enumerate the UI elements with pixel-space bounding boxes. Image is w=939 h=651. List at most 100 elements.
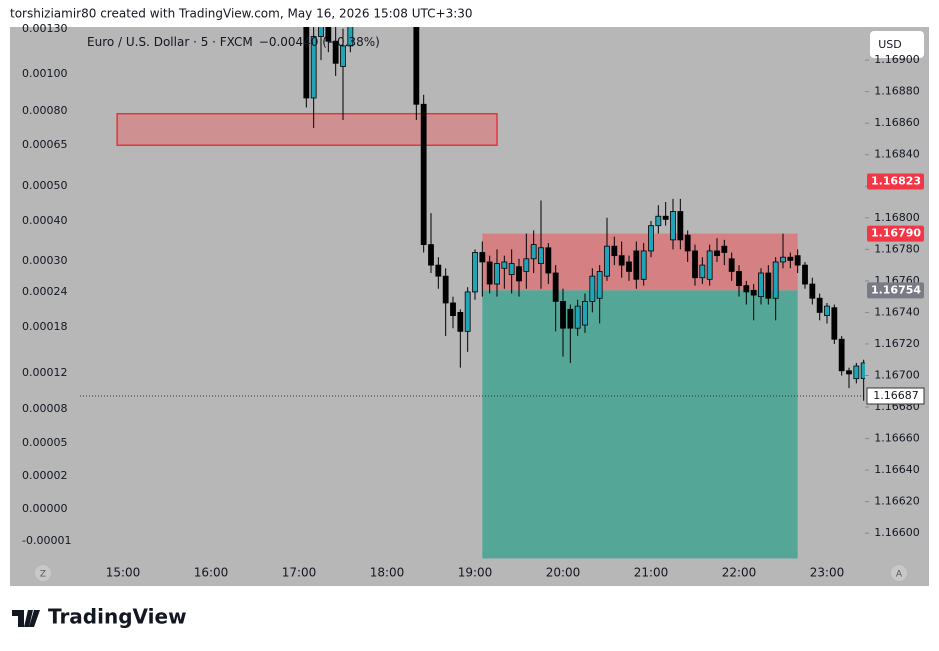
candle-body [626, 261, 632, 272]
candle-body [831, 307, 838, 340]
candle-body [582, 300, 588, 326]
candle-body [303, 27, 310, 99]
candle-body [728, 258, 735, 272]
price-label: 1.16754 [871, 283, 921, 296]
scale-button[interactable] [35, 565, 51, 581]
candle-body [838, 338, 845, 372]
scale-button-label[interactable]: A [896, 570, 903, 580]
candle-body [736, 271, 742, 287]
y-tick-label: 1.16900 [874, 53, 920, 66]
price-label-box [867, 225, 924, 242]
plot [80, 27, 865, 559]
candle-body [809, 283, 816, 299]
candle-body [523, 258, 530, 272]
attribution: torshiziamir80 created with TradingView.… [10, 7, 473, 21]
candle-body [530, 244, 537, 260]
candle-body [545, 247, 552, 274]
candle-body [428, 244, 434, 266]
candle-body [457, 312, 464, 332]
candle-body [486, 261, 493, 285]
candle-body [347, 27, 354, 47]
price-label: 1.16823 [871, 175, 921, 188]
left-axis-label: 0.00130 [22, 22, 68, 35]
y-tick-label: 1.16700 [874, 369, 920, 382]
left-axis-label: 0.00000 [22, 502, 68, 515]
candle-body [332, 40, 339, 64]
candle-body [640, 250, 647, 280]
candle-body [494, 263, 500, 285]
scale-button-label[interactable]: Z [40, 570, 46, 580]
x-tick-label: 23:00 [810, 566, 845, 580]
left-axis-label: -0.00001 [22, 534, 71, 547]
candle-body [846, 370, 852, 375]
candle-body [765, 272, 772, 299]
left-axis-label: 0.00030 [22, 254, 68, 267]
candle-body [787, 256, 794, 261]
left-axis-label: 0.00024 [22, 285, 68, 298]
candle-body [464, 291, 471, 332]
price-label: 1.16790 [871, 227, 921, 240]
y-tick-label: 1.16880 [874, 85, 920, 98]
last-price-box [866, 387, 925, 405]
candle-body [611, 245, 618, 257]
candle-body [340, 45, 346, 67]
y-tick-label: 1.16840 [874, 148, 920, 161]
candle-body [318, 27, 324, 37]
y-tick-label: 1.16780 [874, 242, 920, 255]
left-axis-label: 0.00012 [22, 366, 68, 379]
y-tick-label: 1.16860 [874, 116, 920, 129]
y-tick-label: 1.16740 [874, 305, 920, 318]
change: −0.00440 (−0.38%) [259, 35, 380, 49]
candle-body [670, 211, 676, 241]
y-tick-label: 1.16660 [874, 432, 920, 445]
price-label-box [867, 173, 924, 190]
candle-body [714, 250, 720, 257]
left-axis-label: 0.00005 [22, 436, 68, 449]
left-axis-label: 0.00065 [22, 138, 68, 151]
candle-body [802, 264, 808, 285]
currency-label[interactable]: USD [878, 38, 902, 51]
candle-body [310, 36, 317, 99]
candle-body [780, 256, 786, 263]
left-axis-label: 0.00040 [22, 214, 68, 227]
target-zone [482, 290, 798, 559]
stop-zone [482, 233, 798, 291]
candle-body [450, 302, 456, 316]
last-price-label: 1.16687 [873, 389, 919, 402]
y-tick-label: 1.16640 [874, 463, 920, 476]
candle-body [604, 245, 610, 277]
candle-body [472, 252, 478, 293]
currency-button[interactable] [870, 31, 924, 58]
left-axis-label: 0.00080 [22, 104, 68, 117]
candle-body [516, 266, 522, 282]
y-tick-label: 1.16800 [874, 211, 920, 224]
y-tick-label: 1.16600 [874, 526, 920, 539]
candle-body [420, 103, 427, 246]
candle-body [413, 27, 420, 105]
y-tick-label: 1.16720 [874, 337, 920, 350]
candle-body [501, 261, 508, 269]
x-tick-label: 20:00 [546, 566, 581, 580]
candle-body [692, 250, 698, 279]
x-tick-label: 17:00 [282, 566, 317, 580]
candle-body [699, 264, 706, 279]
candle-body [721, 245, 728, 253]
left-axis-label: 0.00002 [22, 469, 68, 482]
x-tick-label: 19:00 [458, 566, 493, 580]
candle-body [618, 255, 625, 266]
symbol-legend: Euro / U.S. Dollar · 5 · FXCM −0.00440 (−… [87, 35, 380, 49]
price-label-box [867, 282, 924, 299]
candle-body [706, 250, 713, 280]
price-zone [116, 112, 498, 147]
left-axis-label: 0.00018 [22, 320, 68, 333]
x-tick-label: 21:00 [634, 566, 669, 580]
candle-body [442, 275, 449, 304]
candle-body [743, 285, 750, 293]
symbol-title: Euro / U.S. Dollar · 5 · FXCM [87, 35, 253, 49]
candle-body [662, 215, 669, 220]
scale-button[interactable] [891, 565, 907, 581]
candle-body [633, 250, 640, 280]
candle-body [860, 362, 865, 380]
